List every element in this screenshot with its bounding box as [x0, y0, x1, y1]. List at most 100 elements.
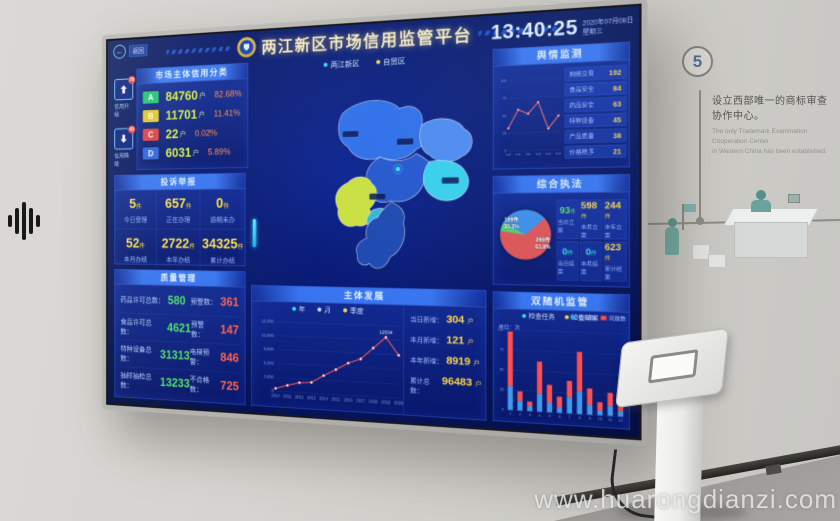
subject-development-panel: 主体发展 年 — [251, 284, 487, 421]
development-line-chart: 0 3,000 6,000 9,000 12,000 15,000 2010 2011 2012… — [262, 318, 404, 406]
display-bezel: ← 返回 两江新区市场信用监管平台 13:40:25 — [102, 0, 648, 447]
stat-cell: 623件 累计结案 — [604, 241, 626, 282]
quality-panel: 质量管理 药品许可总数： 580 预警数： 361 食品许可总数： 4621 — [114, 268, 246, 406]
svg-text:3-8: 3-8 — [526, 152, 531, 157]
tab-liangjiang[interactable]: 两江新区 — [323, 58, 359, 70]
svg-text:4: 4 — [539, 413, 541, 418]
back-button[interactable]: ← 返回 — [113, 43, 148, 60]
svg-text:5: 5 — [548, 414, 550, 419]
arrow-down-icon: 43 — [114, 125, 136, 150]
svg-text:0: 0 — [504, 149, 506, 154]
quality-row: 抽样抽检总数： 13233 不合格数： 725 — [120, 371, 239, 395]
sentiment-panel: 舆情监测 0 25 50 75 100 1-8 2-8 3-8 4-8 5-8 6-8 网络交易 19… — [492, 41, 630, 170]
svg-text:6-8: 6-8 — [556, 151, 561, 156]
waveform-wall-icon — [8, 202, 40, 240]
svg-text:2017: 2017 — [356, 398, 365, 404]
map-scrollbar[interactable] — [252, 219, 256, 248]
svg-text:8: 8 — [579, 416, 581, 421]
svg-text:2015: 2015 — [331, 396, 340, 402]
svg-text:2014: 2014 — [319, 396, 329, 402]
kiosk-stand[interactable] — [598, 326, 770, 521]
timeline-node — [696, 217, 704, 225]
svg-text:2: 2 — [519, 412, 521, 417]
svg-text:2018: 2018 — [369, 398, 378, 404]
district-map[interactable] — [251, 63, 486, 282]
svg-text:6,000: 6,000 — [264, 360, 275, 366]
stat-row: 本月新增： 121 户 — [410, 333, 474, 347]
svg-text:12: 12 — [618, 418, 623, 423]
stat-cell: 2722件 本年办结 — [156, 229, 201, 270]
svg-text:25: 25 — [500, 387, 504, 392]
random-check-panel: 双随机监管 检查任务 检查结果 — [492, 291, 630, 430]
stat-cell: 0件 本月结案 — [580, 241, 602, 282]
clock-date: 2020年07月08日 星期三 — [582, 16, 634, 36]
radio-dot-icon — [323, 62, 328, 67]
case-pie-chart: 398件 63.8% 189件 30.3% — [496, 196, 554, 283]
svg-text:75: 75 — [502, 96, 506, 101]
wall-display: ← 返回 两江新区市场信用监管平台 13:40:25 — [102, 0, 648, 447]
grade-b-badge: B — [142, 109, 159, 123]
svg-text:2010: 2010 — [271, 393, 279, 399]
credit-downgrade-button[interactable]: 43 信用降级 — [114, 125, 136, 168]
svg-text:1: 1 — [509, 412, 511, 417]
tab-ftz[interactable]: 自贸区 — [376, 55, 405, 67]
clock-time: 13:40:25 — [490, 16, 579, 44]
desk-monitor — [788, 194, 800, 203]
law-stats: 93件 当日立案 598件 本月立案 244件 本年立案 0件 当日结案 0件 本月结案 … — [555, 195, 626, 283]
svg-text:75: 75 — [500, 347, 504, 352]
svg-text:11: 11 — [608, 418, 612, 423]
stat-row: 当日新增： 304 户 — [410, 313, 474, 326]
svg-text:100: 100 — [498, 327, 504, 332]
svg-text:5-8: 5-8 — [546, 152, 551, 157]
stat-cell: 5件 今日受理 — [114, 189, 157, 230]
legend-year[interactable]: 年 — [292, 304, 305, 314]
kiosk-top-board — [615, 327, 729, 409]
milestone-zh: 设立西部唯一的商标审查协作中心。 — [712, 96, 828, 122]
svg-text:0: 0 — [502, 408, 504, 413]
svg-text:2011: 2011 — [283, 393, 291, 399]
timeline-connector — [699, 90, 701, 221]
stat-row: 本年新增： 8919 户 — [410, 354, 480, 368]
svg-text:9,000: 9,000 — [264, 346, 275, 352]
stat-cell: 598件 本月立案 — [580, 199, 602, 240]
list-item: 食品安全 84 — [564, 81, 626, 97]
svg-text:2020: 2020 — [394, 400, 403, 406]
bar-legend: 检查数 问题数 — [570, 313, 626, 323]
svg-text:25: 25 — [502, 131, 506, 136]
downgrade-count-badge: 43 — [128, 125, 136, 134]
svg-text:100: 100 — [501, 79, 507, 84]
svg-text:7: 7 — [568, 415, 570, 420]
radio-dot-icon — [376, 59, 381, 65]
arrow-up-icon: 78 — [114, 75, 136, 101]
clerk-figure — [756, 190, 766, 200]
sentiment-line-chart: 0 25 50 75 100 1-8 2-8 3-8 4-8 5-8 6-8 — [501, 66, 561, 157]
svg-text:3,000: 3,000 — [264, 374, 275, 380]
panel-title: 投诉举报 — [114, 173, 246, 191]
credit-shortcuts: 78 信用升级 43 信用降 — [114, 69, 136, 170]
grade-d-badge: D — [142, 147, 159, 160]
kiosk-tablet-slot — [647, 349, 699, 384]
svg-text:50: 50 — [500, 367, 504, 372]
legend-month[interactable]: 月 — [317, 305, 331, 315]
complaints-panel: 投诉举报 5件 今日受理 657件 正在办理 — [114, 172, 246, 270]
flag-graphic — [684, 204, 696, 212]
stat-row: 累计总数： 96483 户 — [410, 375, 482, 395]
option-check-task[interactable]: 检查任务 — [522, 311, 555, 321]
svg-text:0: 0 — [272, 388, 275, 393]
credit-row-d: D 6031 户 5.89% — [142, 142, 242, 163]
credit-classification-panel: 市场主体信用分类 A 84760 户 82.68% — [136, 62, 249, 171]
credit-upgrade-button[interactable]: 78 信用升级 — [114, 75, 136, 118]
pie-label-blue: 189件 30.3% — [503, 217, 520, 230]
svg-text:9: 9 — [589, 416, 591, 421]
panel-title: 综合执法 — [493, 174, 630, 194]
visitor-figure — [668, 218, 677, 227]
legend-quarter[interactable]: 季度 — [343, 305, 364, 316]
svg-text:15,000: 15,000 — [262, 318, 275, 324]
svg-text:10: 10 — [598, 417, 603, 422]
quality-row: 药品许可总数： 580 预警数： 361 — [120, 286, 239, 317]
stat-cell: 244件 本年立案 — [604, 199, 626, 240]
dashboard-screen: ← 返回 两江新区市场信用监管平台 13:40:25 — [106, 3, 642, 441]
svg-text:3: 3 — [529, 413, 531, 418]
